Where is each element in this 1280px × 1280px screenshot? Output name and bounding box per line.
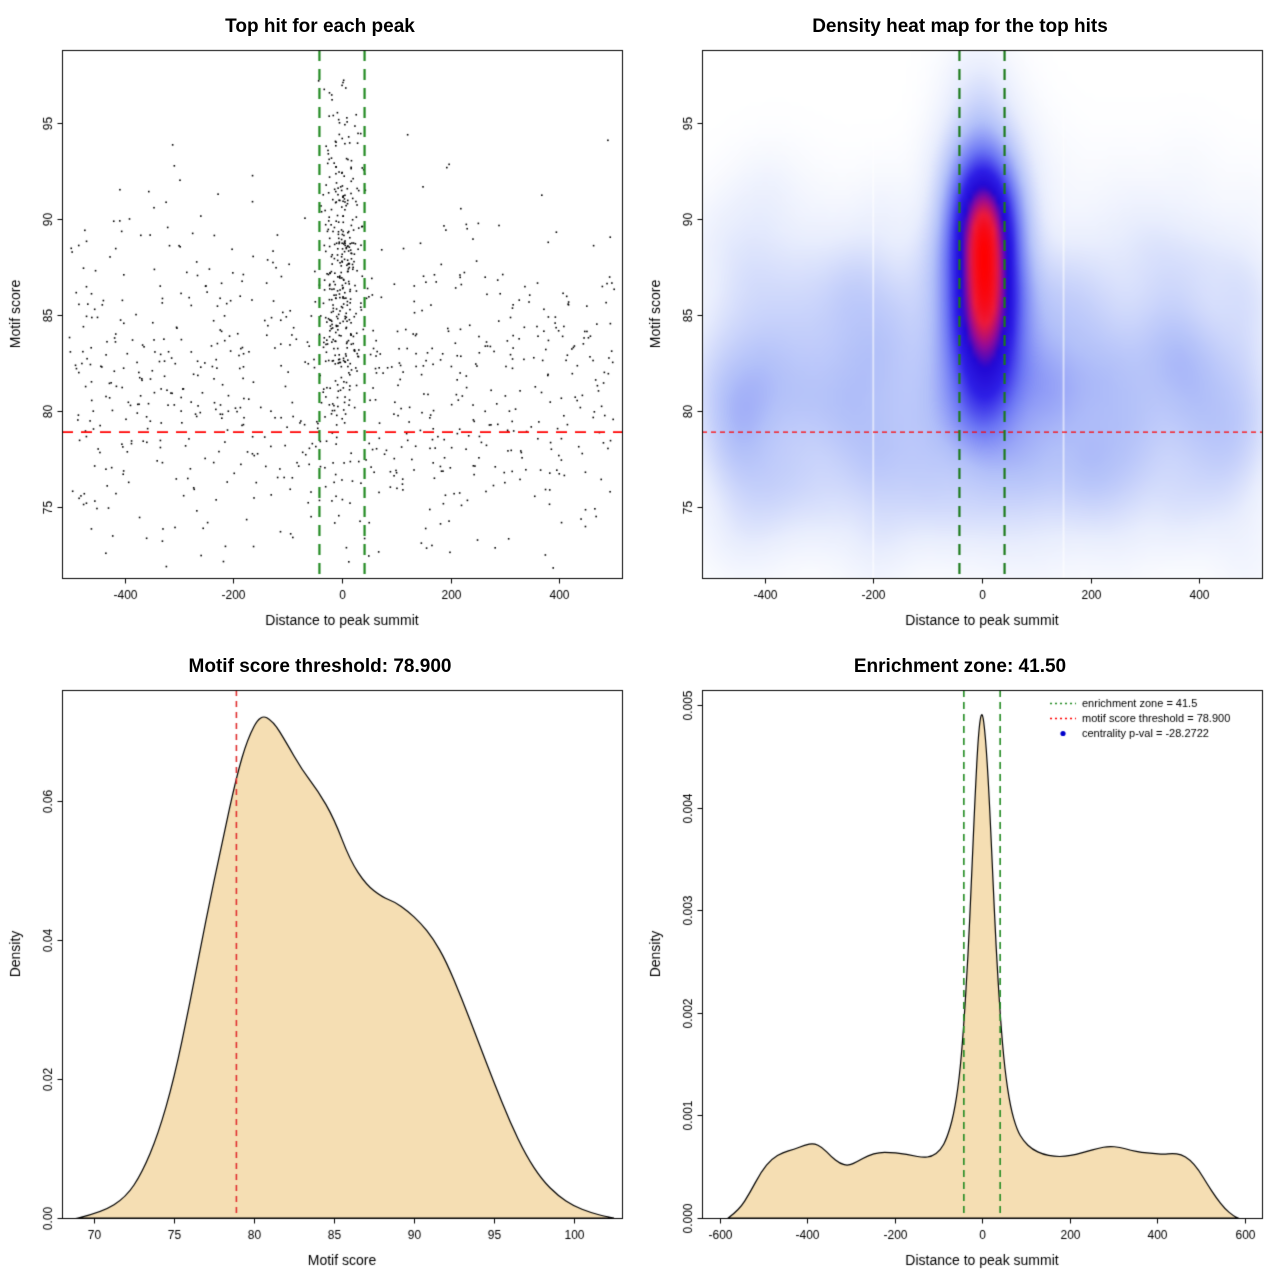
score-density-canvas (0, 680, 640, 1280)
distance-density-canvas (640, 680, 1280, 1280)
scatter-title: Top hit for each peak (225, 16, 415, 37)
panel-distance-density: Enrichment zone: 41.50 (640, 640, 1280, 1280)
panel-motif-score-density: Motif score threshold: 78.900 (0, 640, 640, 1280)
heatmap-canvas (640, 40, 1280, 640)
enrichment-zone-title: Enrichment zone: 41.50 (853, 656, 1067, 677)
heatmap-title: Density heat map for the top hits (812, 16, 1108, 37)
scatter-plot-canvas (0, 40, 640, 640)
panel-top-hit-scatter: Top hit for each peak (0, 0, 640, 640)
score-density-title: Motif score threshold: 78.900 (188, 656, 452, 677)
panel-density-heatmap: Density heat map for the top hits (640, 0, 1280, 640)
